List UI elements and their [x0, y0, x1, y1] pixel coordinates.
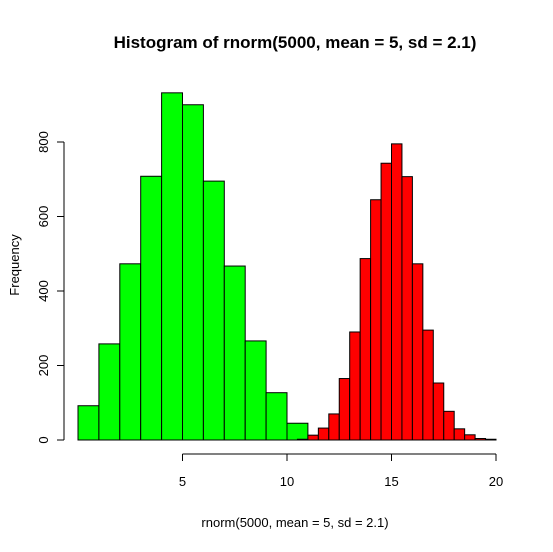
histogram-bar	[328, 413, 340, 441]
x-axis: 5 10 15 20	[179, 453, 503, 489]
histogram-bar	[161, 92, 184, 441]
y-axis: 0 200 400 600 800	[36, 131, 65, 444]
histogram-bar	[370, 199, 382, 441]
histogram-bar	[485, 438, 497, 441]
histogram-bar	[464, 434, 476, 441]
chart-title: Histogram of rnorm(5000, mean = 5, sd = …	[114, 33, 477, 52]
histogram-bar	[223, 265, 246, 441]
histogram-bar	[296, 438, 309, 441]
histogram-bar	[98, 343, 121, 441]
x-tick-label: 10	[280, 474, 294, 489]
histogram-bar	[119, 263, 142, 441]
x-tick-label: 20	[489, 474, 503, 489]
histogram-bar	[286, 422, 309, 441]
histogram-bar	[453, 428, 466, 441]
histogram-bar	[349, 331, 361, 441]
histogram-bar	[182, 104, 204, 441]
y-tick-label: 0	[36, 436, 51, 443]
histogram-bar	[307, 434, 319, 441]
bars-group	[77, 92, 497, 441]
histogram-bar	[317, 427, 330, 441]
x-tick-label: 5	[179, 474, 186, 489]
y-tick-label: 600	[36, 206, 51, 228]
x-tick-label: 15	[384, 474, 398, 489]
histogram-bar	[422, 329, 434, 441]
histogram-bar	[338, 378, 351, 441]
histogram-bar	[265, 392, 288, 441]
y-tick-label: 400	[36, 280, 51, 302]
histogram-bar	[359, 258, 372, 441]
histogram-bar	[411, 263, 424, 441]
histogram-bar	[432, 382, 445, 441]
histogram-bar	[474, 438, 487, 441]
histogram-bar	[443, 410, 455, 441]
histogram-bar	[391, 143, 403, 441]
y-tick-label: 800	[36, 131, 51, 153]
histogram-bar	[244, 340, 267, 441]
x-axis-label: rnorm(5000, mean = 5, sd = 2.1)	[201, 515, 388, 530]
histogram-bar	[380, 162, 392, 441]
histogram-bar	[140, 175, 163, 441]
histogram-bar	[202, 180, 225, 441]
y-tick-label: 200	[36, 355, 51, 377]
histogram-bar	[401, 176, 413, 441]
y-axis-label: Frequency	[7, 234, 22, 296]
histogram-bar	[77, 405, 100, 441]
